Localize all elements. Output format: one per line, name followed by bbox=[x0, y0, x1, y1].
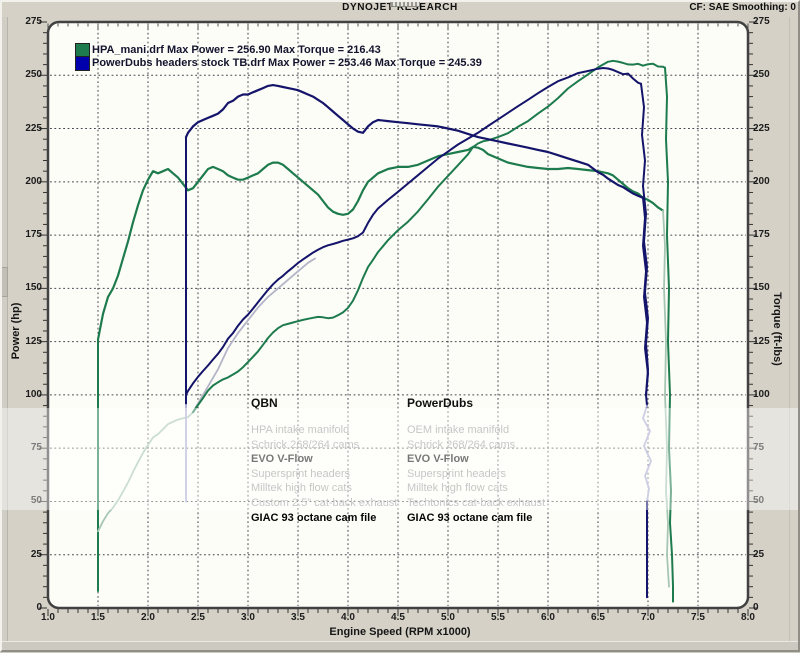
x-tick-label: 2.5 bbox=[191, 612, 205, 623]
y-tick-label-right: 225 bbox=[753, 122, 770, 134]
y-tick-label-right: 125 bbox=[753, 335, 770, 347]
curve-navy-drop-lavender bbox=[642, 404, 652, 503]
y-tick-label-right: 275 bbox=[753, 16, 770, 27]
y-tick-label-left: 150 bbox=[25, 282, 42, 294]
curve-navy-power-drop bbox=[640, 82, 649, 407]
title-bar: DYNOJET RESEARCH CF: SAE Smoothing: 0 bbox=[0, 0, 800, 17]
x-tick-label: 7.5 bbox=[691, 612, 705, 623]
x-tick-label: 8.0 bbox=[741, 612, 755, 623]
y-tick-label-left: 275 bbox=[25, 16, 42, 27]
mod-list-qbn: QBN HPA intake manifold Schrick 268/264 c… bbox=[251, 396, 441, 525]
x-tick-label: 2.0 bbox=[141, 612, 155, 623]
mod-list-item: Supersprint headers bbox=[407, 467, 507, 480]
x-tick-label: 1.0 bbox=[41, 612, 55, 623]
y-tick-label-left: 50 bbox=[30, 495, 42, 507]
x-tick-label: 1.5 bbox=[91, 612, 105, 623]
mod-list-item: Milltek high flow cats bbox=[407, 482, 508, 495]
window-grab-handle[interactable] bbox=[390, 0, 420, 7]
mod-list-item: GIAC 93 octane cam file bbox=[251, 511, 377, 524]
y-tick-label-right: 175 bbox=[753, 229, 770, 241]
y-tick-label-right: 75 bbox=[753, 442, 765, 454]
mod-list-item: Milltek high flow cats bbox=[251, 482, 352, 495]
x-tick-label: 3.0 bbox=[241, 612, 255, 623]
y-tick-label-right: 100 bbox=[753, 388, 770, 400]
y-tick-label-right: 200 bbox=[753, 175, 770, 187]
blue-run-swatch-icon bbox=[75, 56, 90, 71]
green-run-label: HPA_mani.drf Max Power = 256.90 Max Torq… bbox=[92, 44, 381, 56]
mod-list-item: EVO V-Flow bbox=[407, 453, 469, 466]
y-tick-label-left: 100 bbox=[25, 388, 42, 400]
curve-green-torque bbox=[96, 145, 665, 341]
plot-frame bbox=[46, 20, 750, 610]
mod-list-item: Techtonics cat-back exhaust bbox=[407, 496, 546, 509]
blue-run-label: PowerDubs headers stock TB.drf Max Power… bbox=[92, 57, 482, 69]
x-tick-label: 5.5 bbox=[491, 612, 505, 623]
y-tick-label-left: 125 bbox=[25, 335, 42, 347]
y-tick-label-left: 200 bbox=[25, 175, 42, 187]
x-tick-label: 6.5 bbox=[591, 612, 605, 623]
mod-list-item: HPA intake manifold bbox=[251, 424, 350, 436]
y-tick-label-right: 25 bbox=[753, 548, 765, 560]
curve-green-power-low bbox=[97, 411, 194, 533]
y-tick-label-left: 225 bbox=[25, 122, 42, 134]
curve-ghost-trace bbox=[192, 257, 316, 413]
x-tick-label: 5.0 bbox=[441, 612, 455, 623]
curve-green-power bbox=[192, 59, 666, 414]
x-tick-label: 4.0 bbox=[341, 612, 355, 623]
mod-list-item: Schrick 268/264 cams bbox=[251, 438, 360, 451]
mod-list-item: EVO V-Flow bbox=[251, 453, 313, 466]
y-tick-label-left: 25 bbox=[30, 548, 42, 560]
y-tick-label-left: 75 bbox=[30, 442, 42, 454]
app-title: DYNOJET RESEARCH bbox=[342, 2, 458, 13]
mod-list-item: Schrick 268/264 cams bbox=[407, 438, 516, 451]
correction-smoothing-label: CF: SAE Smoothing: 0 bbox=[689, 2, 796, 13]
y-tick-label-left: 175 bbox=[25, 229, 42, 241]
y-tick-label-left: 250 bbox=[25, 69, 42, 81]
curve-navy-torque bbox=[184, 83, 645, 199]
mod-list-item: Supersprint headers bbox=[251, 467, 351, 480]
x-tick-label: 7.0 bbox=[641, 612, 655, 623]
mod-list-item: OEM intake manifold bbox=[407, 424, 510, 436]
right-edge-strip bbox=[789, 17, 800, 641]
y-tick-label-right: 50 bbox=[753, 495, 765, 507]
y-tick-label-right: 150 bbox=[753, 282, 770, 294]
x-tick-label: 4.5 bbox=[391, 612, 405, 623]
y-tick-label-left: 0 bbox=[36, 602, 42, 613]
curve-green-torque-drop bbox=[662, 209, 670, 588]
curve-green-power-drop bbox=[664, 66, 674, 603]
mod-list-powerdubs: PowerDubs OEM intake manifold Schrick 268… bbox=[407, 396, 597, 525]
mod-list-item: Custom 2.5" cat-back exhaust bbox=[251, 496, 398, 509]
x-tick-label: 3.5 bbox=[291, 612, 305, 623]
curve-navy-power bbox=[185, 67, 642, 396]
y-tick-label-right: 250 bbox=[753, 69, 770, 81]
mod-list-qbn-title: QBN bbox=[251, 396, 278, 410]
x-axis-title: Engine Speed (RPM x1000) bbox=[329, 626, 471, 638]
x-tick-label: 6.0 bbox=[541, 612, 555, 623]
mod-list-powerdubs-title: PowerDubs bbox=[407, 396, 474, 410]
y-tick-label-right: 0 bbox=[753, 602, 759, 613]
mod-list-item: GIAC 93 octane cam file bbox=[407, 511, 533, 524]
